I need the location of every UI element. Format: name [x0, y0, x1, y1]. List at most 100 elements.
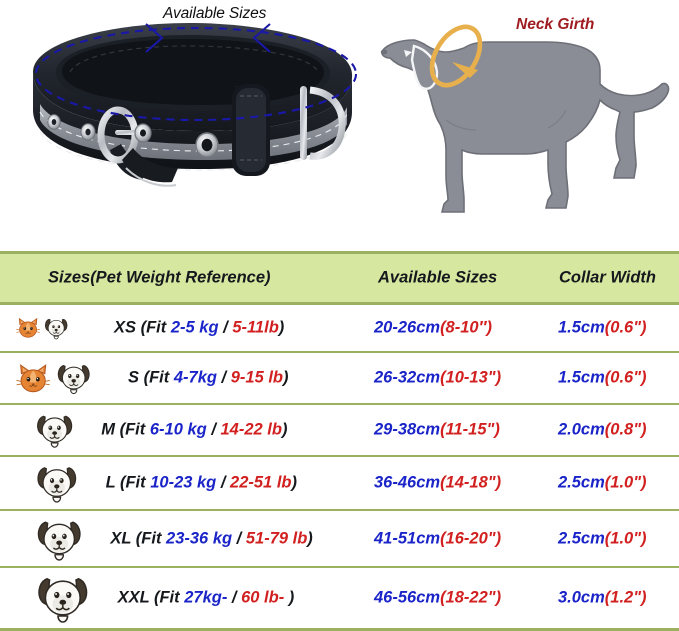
collar-product-photo: Available Sizes	[0, 0, 380, 250]
collar-width-value: 2.5cm(1.0")	[558, 474, 647, 493]
weight-kg: 23-36 kg	[166, 529, 233, 547]
weight-kg: 27kg-	[184, 588, 228, 607]
available-sizes-label: Available Sizes	[163, 5, 267, 22]
collar-width-cell: 3.0cm(1.2")	[546, 568, 679, 628]
fit-prefix: (Fit	[140, 318, 171, 337]
size-code: M	[101, 420, 116, 439]
available-size-cm: 20-26cm	[374, 318, 441, 337]
collar-width-cm: 1.5cm	[558, 368, 605, 387]
weight-separator: /	[216, 473, 231, 492]
collar-eyelet	[195, 132, 219, 158]
available-size-cell: 46-56cm(18-22")	[368, 568, 546, 628]
weight-kg: 2-5 kg	[170, 318, 219, 337]
size-chart-table: Sizes(Pet Weight Reference) Available Si…	[0, 251, 679, 631]
dog-face-icon	[43, 316, 69, 340]
pet-icons-cell	[0, 457, 150, 509]
available-size-value: 46-56cm(18-22")	[374, 589, 501, 608]
fit-prefix: (Fit	[135, 529, 167, 547]
collar-width-cm: 2.5cm	[558, 529, 605, 547]
dog-face-icon	[34, 515, 84, 561]
available-size-cell: 20-26cm(8-10″)	[368, 305, 546, 351]
fit-prefix: (Fit	[143, 368, 174, 387]
collar-width-inch: (1.0")	[604, 529, 647, 547]
collar-keeper-loop	[232, 84, 270, 176]
fit-prefix: (Fit	[153, 588, 185, 607]
pet-icon-group	[16, 361, 92, 395]
collar-width-inch: (0.8")	[604, 420, 647, 439]
available-size-value: 26-32cm(10-13")	[374, 369, 501, 388]
weight-lb: 60 lb-	[241, 588, 285, 607]
column-header-collar-width: Collar Width	[559, 268, 657, 287]
size-description: XS (Fit 2-5 kg / 5-11lb)	[114, 319, 284, 338]
available-size-cm: 26-32cm	[374, 368, 441, 387]
weight-kg: 4-7kg	[173, 368, 217, 387]
available-size-value: 41-51cm(16-20")	[374, 529, 501, 548]
fit-suffix: )	[281, 420, 288, 439]
weight-separator: /	[227, 588, 242, 607]
size-code: L	[105, 473, 116, 492]
size-description-cell: XXL (Fit 27kg- / 60 lb- )	[18, 568, 376, 628]
available-size-inch: (11-15")	[440, 420, 500, 439]
table-row: XS (Fit 2-5 kg / 5-11lb) 20-26cm(8-10″) …	[0, 305, 679, 353]
collar-width-inch: (1.0")	[604, 473, 647, 492]
available-size-cm: 46-56cm	[374, 588, 441, 607]
weight-lb: 51-79 lb	[245, 529, 308, 547]
weight-kg: 10-23 kg	[150, 473, 217, 492]
size-description-cell: S (Fit 4-7kg / 9-15 lb)	[18, 353, 376, 403]
dog-silhouette-diagram: Neck Girth	[378, 0, 679, 250]
size-code: XL	[110, 529, 132, 547]
dog-face-icon	[34, 572, 92, 625]
collar-width-value: 1.5cm(0.6")	[558, 319, 647, 338]
table-row: S (Fit 4-7kg / 9-15 lb) 26-32cm(10-13") …	[0, 353, 679, 405]
table-row: XXL (Fit 27kg- / 60 lb- ) 46-56cm(18-22"…	[0, 568, 679, 631]
table-row: M (Fit 6-10 kg / 14-22 lb) 29-38cm(11-15…	[0, 405, 679, 457]
dog-face-icon	[34, 462, 80, 504]
weight-separator: /	[216, 368, 231, 387]
available-size-value: 20-26cm(8-10″)	[374, 319, 492, 338]
pet-icons-cell	[0, 305, 150, 351]
fit-prefix: (Fit	[119, 420, 150, 439]
collar-width-cm: 1.5cm	[558, 318, 605, 337]
available-sizes-arrow-left	[145, 23, 164, 53]
available-size-cm: 29-38cm	[374, 420, 441, 439]
available-size-inch: (18-22")	[440, 588, 502, 607]
available-size-inch: (8-10″)	[440, 318, 492, 337]
pet-icons-cell	[0, 353, 150, 403]
fit-suffix: )	[283, 368, 289, 387]
weight-separator: /	[206, 420, 221, 439]
available-sizes-arrow-right	[252, 23, 271, 53]
collar-width-cell: 2.5cm(1.0")	[546, 457, 679, 509]
collar-width-cm: 3.0cm	[558, 588, 605, 607]
fit-suffix: )	[278, 318, 285, 337]
fit-suffix: )	[291, 473, 297, 492]
fit-suffix: )	[307, 529, 313, 547]
available-size-cell: 26-32cm(10-13")	[368, 353, 546, 403]
available-size-inch: (16-20")	[440, 529, 502, 547]
collar-width-cm: 2.0cm	[558, 420, 605, 439]
size-description-cell: XS (Fit 2-5 kg / 5-11lb)	[18, 305, 376, 351]
available-sizes-dashed-ellipse	[34, 26, 358, 122]
pet-icon-group	[34, 515, 84, 561]
collar-width-value: 1.5cm(0.6")	[558, 369, 647, 388]
available-size-value: 36-46cm(14-18")	[374, 474, 501, 493]
weight-lb: 14-22 lb	[220, 420, 282, 439]
size-code: XXL	[117, 588, 150, 607]
dog-face-icon	[55, 361, 92, 395]
weight-kg: 6-10 kg	[149, 420, 207, 439]
collar-width-cm: 2.5cm	[558, 473, 605, 492]
collar-strap-holes	[47, 114, 96, 141]
cat-face-icon	[16, 362, 50, 393]
available-size-cm: 41-51cm	[374, 529, 441, 547]
size-description-cell: M (Fit 6-10 kg / 14-22 lb)	[18, 405, 376, 455]
collar-width-value: 3.0cm(1.2")	[558, 589, 647, 608]
weight-lb: 9-15 lb	[230, 368, 284, 387]
collar-width-value: 2.0cm(0.8")	[558, 421, 647, 440]
weight-separator: /	[218, 318, 233, 337]
weight-lb: 5-11lb	[232, 318, 279, 337]
collar-width-cell: 1.5cm(0.6")	[546, 353, 679, 403]
collar-width-cell: 2.5cm(1.0")	[546, 511, 679, 566]
table-row: XL (Fit 23-36 kg / 51-79 lb) 41-51cm(16-…	[0, 511, 679, 568]
collar-width-cell: 2.0cm(0.8")	[546, 405, 679, 455]
column-header-available-sizes: Available Sizes	[378, 268, 498, 287]
neck-girth-ring	[429, 24, 483, 88]
